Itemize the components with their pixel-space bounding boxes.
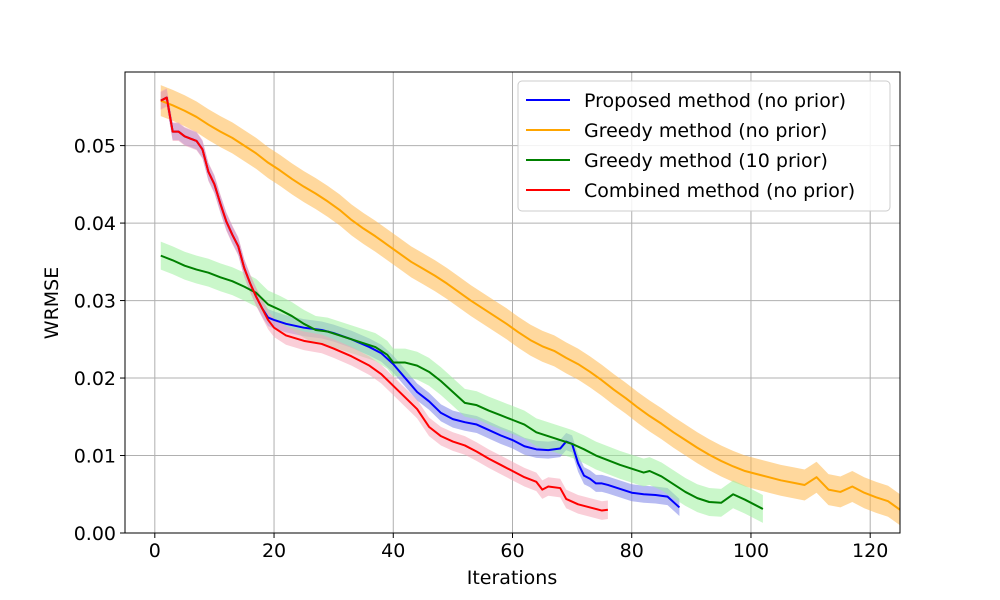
- y-tick-label: 0.00: [74, 523, 116, 545]
- series-line-1: [160, 99, 900, 511]
- y-tick-label: 0.04: [74, 213, 116, 235]
- y-tick-label: 0.03: [74, 291, 116, 313]
- legend-label: Greedy method (10 prior): [584, 150, 828, 172]
- y-tick-label: 0.02: [74, 368, 116, 390]
- x-tick-label: 120: [852, 540, 888, 562]
- series-line-2: [160, 254, 764, 510]
- legend-label: Combined method (no prior): [584, 180, 855, 202]
- series-band-1: [160, 85, 900, 526]
- legend-label: Greedy method (no prior): [584, 120, 827, 142]
- y-tick-label: 0.05: [74, 136, 116, 158]
- x-tick-label: 60: [500, 540, 524, 562]
- x-tick-label: 100: [733, 540, 769, 562]
- legend: Proposed method (no prior) Greedy method …: [517, 80, 891, 212]
- x-tick-label: 0: [149, 540, 161, 562]
- legend-label: Proposed method (no prior): [584, 90, 846, 112]
- series-line-3: [160, 96, 609, 512]
- confidence-bands: [160, 85, 900, 526]
- x-tick-label: 40: [381, 540, 405, 562]
- series-band-2: [160, 241, 763, 523]
- x-tick-label: 20: [262, 540, 286, 562]
- y-tick-label: 0.01: [74, 446, 116, 468]
- x-tick-label: 80: [620, 540, 644, 562]
- legend-box: [517, 80, 891, 212]
- y-axis-label: WRMSE: [41, 267, 63, 339]
- series-lines: [160, 96, 900, 512]
- axis-ticks: 0 20 40 60 80 100 120 0.00 0.01 0.02 0.03 0.04 0.05: [74, 136, 889, 562]
- x-axis-label: Iterations: [467, 567, 558, 589]
